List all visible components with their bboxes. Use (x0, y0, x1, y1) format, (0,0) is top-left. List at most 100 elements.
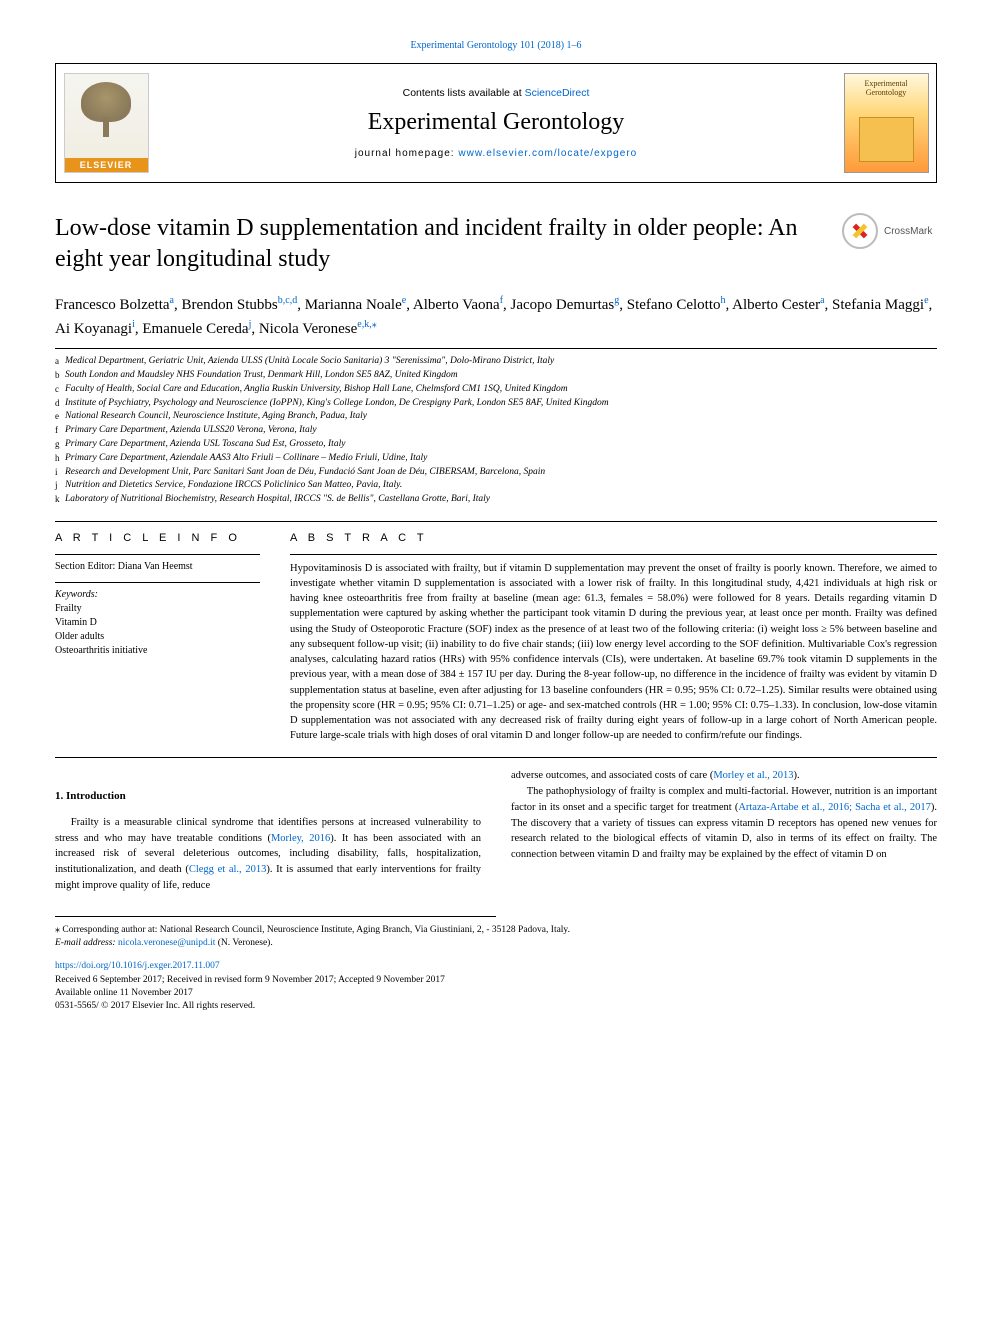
abstract-text: Hypovitaminosis D is associated with fra… (290, 561, 937, 744)
cover-thumbnail (859, 117, 914, 162)
homepage-prefix: journal homepage: (355, 148, 459, 159)
homepage-line: journal homepage: www.elsevier.com/locat… (355, 148, 637, 159)
divider (55, 582, 260, 583)
affiliation-key: e (55, 410, 65, 424)
divider (55, 554, 260, 555)
divider (55, 757, 937, 758)
affiliation-text: Medical Department, Geriatric Unit, Azie… (65, 355, 554, 369)
affiliation-text: National Research Council, Neuroscience … (65, 410, 367, 424)
affiliation-text: Primary Care Department, Azienda ULSS20 … (65, 424, 317, 438)
journal-homepage-link[interactable]: www.elsevier.com/locate/expgero (458, 148, 637, 159)
section-editor: Section Editor: Diana Van Heemst (55, 561, 260, 572)
corresp-text: Corresponding author at: National Resear… (60, 925, 570, 935)
intro-paragraph-1-cont: adverse outcomes, and associated costs o… (511, 768, 937, 784)
divider (55, 521, 937, 522)
affiliation: jNutrition and Dietetics Service, Fondaz… (55, 479, 937, 493)
affiliation-key: j (55, 479, 65, 493)
journal-name: Experimental Gerontology (368, 109, 625, 136)
affiliation-text: Institute of Psychiatry, Psychology and … (65, 397, 609, 411)
article-info-heading: A R T I C L E I N F O (55, 532, 260, 544)
citation-link[interactable]: Morley et al., 2013 (713, 770, 793, 781)
affiliation-key: i (55, 466, 65, 480)
journal-citation-link[interactable]: Experimental Gerontology 101 (2018) 1–6 (410, 40, 581, 51)
author: , Marianna Noale (297, 297, 402, 313)
corresp-email-link[interactable]: nicola.veronese@unipd.it (118, 938, 215, 948)
affiliation-text: Faculty of Health, Social Care and Educa… (65, 383, 568, 397)
affiliation: kLaboratory of Nutritional Biochemistry,… (55, 493, 937, 507)
history-received: Received 6 September 2017; Received in r… (55, 975, 445, 985)
affiliation-key: h (55, 452, 65, 466)
copyright: 0531-5565/ © 2017 Elsevier Inc. All righ… (55, 1001, 255, 1011)
affiliation-text: Nutrition and Dietetics Service, Fondazi… (65, 479, 402, 493)
affiliation: iResearch and Development Unit, Parc San… (55, 466, 937, 480)
citation-link[interactable]: Morley, 2016 (271, 833, 330, 844)
sciencedirect-link[interactable]: ScienceDirect (525, 87, 590, 99)
author: Francesco Bolzetta (55, 297, 170, 313)
affiliation-text: Primary Care Department, Azienda USL Tos… (65, 438, 345, 452)
author: , Nicola Veronese (251, 321, 357, 337)
elsevier-label: ELSEVIER (65, 158, 148, 172)
journal-citation: Experimental Gerontology 101 (2018) 1–6 (55, 40, 937, 51)
author: , Stefania Maggi (825, 297, 925, 313)
affiliation-text: Laboratory of Nutritional Biochemistry, … (65, 493, 490, 507)
affiliation: gPrimary Care Department, Azienda USL To… (55, 438, 937, 452)
crossmark-icon (842, 213, 878, 249)
affiliation: aMedical Department, Geriatric Unit, Azi… (55, 355, 937, 369)
affiliation-key: c (55, 383, 65, 397)
abstract-heading: A B S T R A C T (290, 532, 937, 544)
affiliation: fPrimary Care Department, Azienda ULSS20… (55, 424, 937, 438)
journal-cover-cell: Experimental Gerontology (836, 64, 936, 182)
section-heading-introduction: 1. Introduction (55, 788, 481, 805)
abstract-column: A B S T R A C T Hypovitaminosis D is ass… (290, 532, 937, 744)
contents-prefix: Contents lists available at (403, 87, 525, 99)
masthead-center: Contents lists available at ScienceDirec… (156, 64, 836, 182)
keywords-heading: Keywords: (55, 589, 260, 600)
keywords-list: FrailtyVitamin DOlder adultsOsteoarthrit… (55, 602, 260, 658)
journal-cover[interactable]: Experimental Gerontology (844, 73, 929, 173)
doi-block: https://doi.org/10.1016/j.exger.2017.11.… (55, 960, 937, 1013)
author: , Alberto Cester (726, 297, 821, 313)
email-label: E-mail address: (55, 938, 118, 948)
author: , Brendon Stubbs (174, 297, 278, 313)
email-suffix: (N. Veronese). (215, 938, 272, 948)
author: , Jacopo Demurtas (503, 297, 614, 313)
affiliation-text: Research and Development Unit, Parc Sani… (65, 466, 545, 480)
doi-link[interactable]: https://doi.org/10.1016/j.exger.2017.11.… (55, 961, 220, 971)
intro-paragraph-1: Frailty is a measurable clinical syndrom… (55, 815, 481, 894)
affiliation: eNational Research Council, Neuroscience… (55, 410, 937, 424)
author: , Stefano Celotto (619, 297, 720, 313)
elsevier-logo[interactable]: ELSEVIER (64, 73, 149, 173)
affiliation: dInstitute of Psychiatry, Psychology and… (55, 397, 937, 411)
affiliation-key: b (55, 369, 65, 383)
section-editor-label: Section Editor: (55, 561, 118, 572)
author-affiliation-marker[interactable]: b,c,d (278, 295, 297, 306)
affiliation: cFaculty of Health, Social Care and Educ… (55, 383, 937, 397)
author-affiliation-marker[interactable]: e,k,⁎ (357, 319, 376, 330)
citation-link[interactable]: Clegg et al., 2013 (189, 864, 267, 875)
crossmark-badge[interactable]: CrossMark (842, 213, 937, 249)
keyword: Frailty (55, 602, 260, 616)
section-editor-name: Diana Van Heemst (118, 561, 193, 572)
article-title: Low-dose vitamin D supplementation and i… (55, 213, 822, 275)
affiliation-text: Primary Care Department, Aziendale AAS3 … (65, 452, 427, 466)
keyword: Vitamin D (55, 616, 260, 630)
affiliation: hPrimary Care Department, Aziendale AAS3… (55, 452, 937, 466)
author: , Emanuele Cereda (135, 321, 249, 337)
crossmark-label: CrossMark (884, 226, 932, 237)
affiliation-key: k (55, 493, 65, 507)
corresponding-author: ⁎ Corresponding author at: National Rese… (55, 923, 937, 951)
footnote-divider (55, 916, 496, 917)
citation-link[interactable]: Artaza-Artabe et al., 2016; Sacha et al.… (738, 802, 931, 813)
affiliation-key: f (55, 424, 65, 438)
authors-list: Francesco Bolzettaa, Brendon Stubbsb,c,d… (55, 293, 937, 340)
affiliation-key: d (55, 397, 65, 411)
affiliation-text: South London and Maudsley NHS Foundation… (65, 369, 458, 383)
affiliation: bSouth London and Maudsley NHS Foundatio… (55, 369, 937, 383)
publisher-logo-cell: ELSEVIER (56, 64, 156, 182)
affiliation-key: g (55, 438, 65, 452)
author: , Alberto Vaona (406, 297, 499, 313)
affiliation-key: a (55, 355, 65, 369)
masthead: ELSEVIER Contents lists available at Sci… (55, 63, 937, 183)
body-column-left: 1. Introduction Frailty is a measurable … (55, 768, 481, 893)
body-column-right: adverse outcomes, and associated costs o… (511, 768, 937, 893)
